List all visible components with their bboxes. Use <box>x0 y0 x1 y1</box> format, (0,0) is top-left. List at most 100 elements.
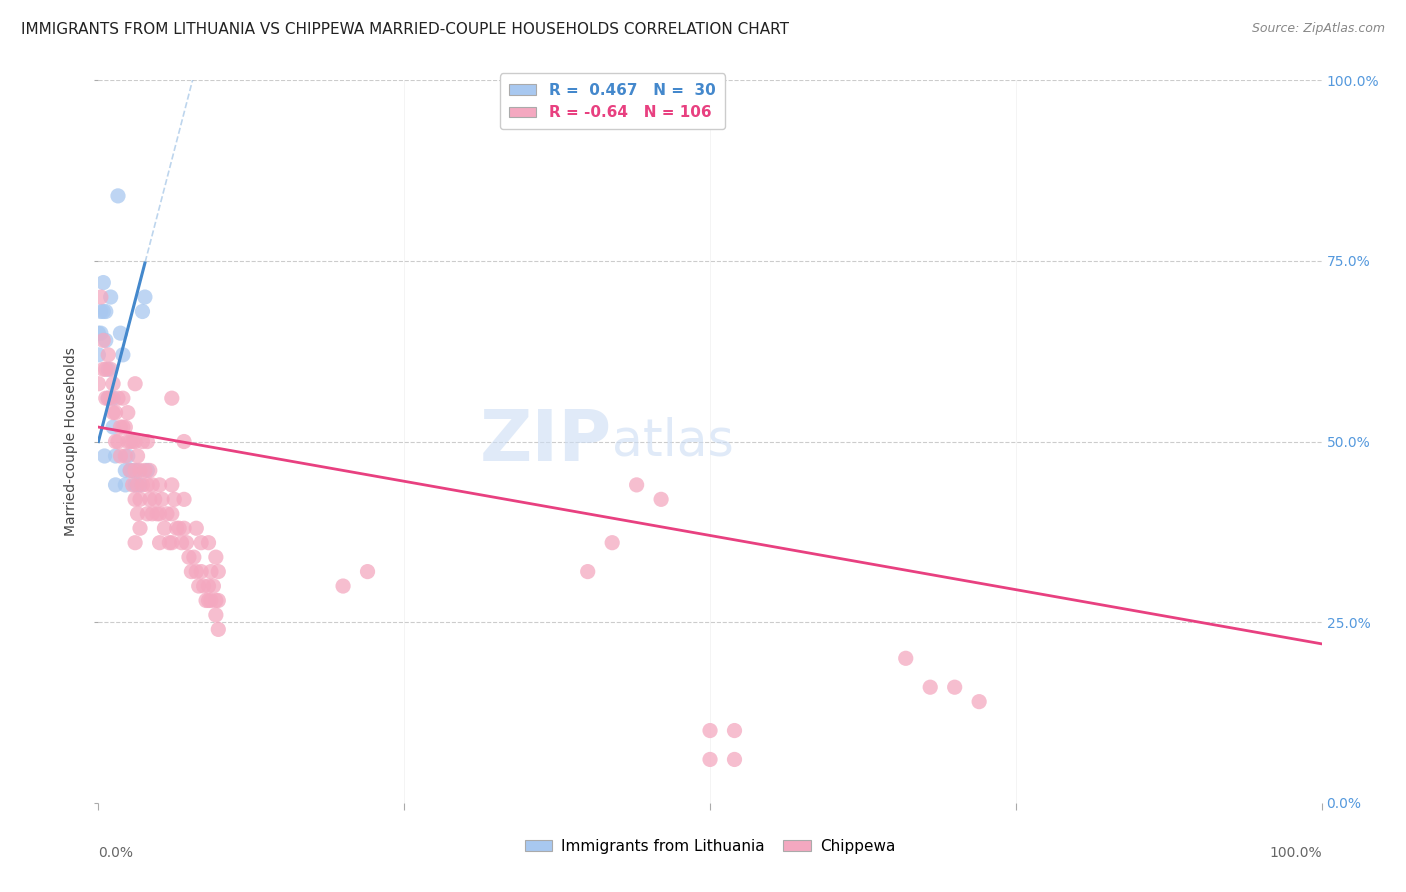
Point <box>207 565 229 579</box>
Point <box>576 565 599 579</box>
Point <box>200 565 222 579</box>
Point <box>626 478 648 492</box>
Point <box>104 434 127 449</box>
Legend: Immigrants from Lithuania, Chippewa: Immigrants from Lithuania, Chippewa <box>519 833 901 860</box>
Point <box>190 535 212 549</box>
Point <box>91 362 114 376</box>
Point <box>173 492 195 507</box>
Point <box>180 565 202 579</box>
Point <box>134 463 156 477</box>
Point <box>156 507 179 521</box>
Point <box>699 752 721 766</box>
Point <box>699 723 721 738</box>
Point <box>111 391 134 405</box>
Point <box>129 478 152 492</box>
Point <box>104 449 127 463</box>
Point <box>170 535 193 549</box>
Point <box>120 463 142 477</box>
Point <box>134 290 156 304</box>
Point <box>153 521 176 535</box>
Point <box>87 376 110 391</box>
Point <box>202 579 225 593</box>
Point <box>110 449 132 463</box>
Point <box>166 521 188 535</box>
Point <box>205 550 228 565</box>
Point <box>114 420 136 434</box>
Point <box>129 463 152 477</box>
Point <box>114 463 136 477</box>
Point <box>120 434 142 449</box>
Point <box>101 376 124 391</box>
Point <box>141 478 163 492</box>
Point <box>94 304 117 318</box>
Point <box>650 492 672 507</box>
Point <box>139 463 162 477</box>
Text: 0.0%: 0.0% <box>98 847 134 860</box>
Point <box>100 391 122 405</box>
Text: ZIP: ZIP <box>479 407 612 476</box>
Point <box>160 391 183 405</box>
Point <box>131 304 153 318</box>
Point <box>149 507 172 521</box>
Point <box>94 334 117 348</box>
Point <box>129 521 152 535</box>
Point <box>111 420 134 434</box>
Point <box>167 521 190 535</box>
Point <box>197 579 219 593</box>
Point <box>117 449 139 463</box>
Point <box>100 362 122 376</box>
Point <box>110 420 132 434</box>
Point <box>107 391 129 405</box>
Text: atlas: atlas <box>612 417 734 467</box>
Point <box>332 579 354 593</box>
Point <box>97 391 120 405</box>
Point <box>967 695 990 709</box>
Point <box>110 326 132 340</box>
Point <box>136 434 159 449</box>
Point <box>100 290 122 304</box>
Text: 100.0%: 100.0% <box>1270 847 1322 860</box>
Point <box>124 535 146 549</box>
Point <box>127 463 149 477</box>
Point <box>131 478 153 492</box>
Point <box>124 434 146 449</box>
Point <box>124 376 146 391</box>
Point <box>121 434 143 449</box>
Point <box>94 391 117 405</box>
Point <box>111 348 134 362</box>
Point <box>600 535 623 549</box>
Point <box>114 478 136 492</box>
Point <box>121 463 143 477</box>
Point <box>101 406 124 420</box>
Point <box>94 362 117 376</box>
Point <box>91 304 114 318</box>
Point <box>356 565 378 579</box>
Point <box>139 492 162 507</box>
Point <box>150 492 173 507</box>
Point <box>143 492 166 507</box>
Point <box>183 550 205 565</box>
Point <box>104 406 127 420</box>
Point <box>205 593 228 607</box>
Point <box>87 348 110 362</box>
Point <box>97 362 120 376</box>
Point <box>190 565 212 579</box>
Point <box>197 535 219 549</box>
Point <box>200 593 222 607</box>
Point <box>127 449 149 463</box>
Point <box>176 535 198 549</box>
Point <box>173 521 195 535</box>
Point <box>91 276 114 290</box>
Point <box>205 607 228 622</box>
Point <box>207 623 229 637</box>
Y-axis label: Married-couple Households: Married-couple Households <box>65 347 79 536</box>
Point <box>120 463 142 477</box>
Point <box>131 434 153 449</box>
Point <box>136 463 159 477</box>
Point <box>920 680 942 694</box>
Point <box>107 434 129 449</box>
Point <box>101 420 124 434</box>
Point <box>93 449 115 463</box>
Point <box>90 304 112 318</box>
Point <box>129 492 152 507</box>
